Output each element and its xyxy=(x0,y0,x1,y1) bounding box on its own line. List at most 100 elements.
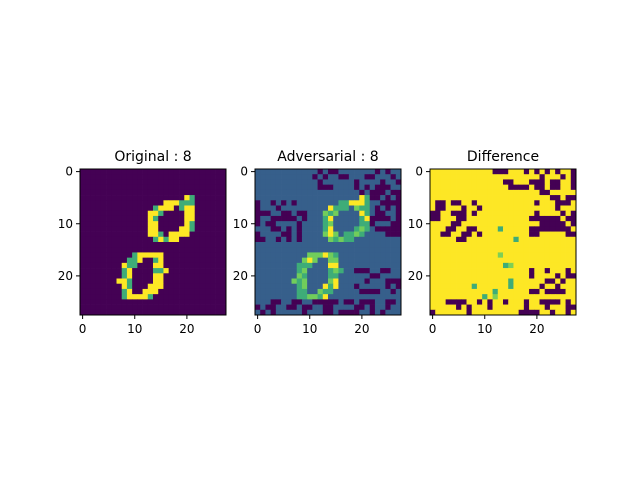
heatmap-cell xyxy=(126,247,133,253)
heatmap-cell xyxy=(461,278,467,285)
heatmap-cell xyxy=(333,257,339,264)
heatmap-cell xyxy=(189,169,196,175)
heatmap-cell xyxy=(168,169,175,175)
heatmap-cell xyxy=(450,268,457,274)
heatmap-cell xyxy=(255,252,261,258)
heatmap-cell xyxy=(281,189,287,196)
heatmap-cell xyxy=(523,288,530,295)
heatmap-cell xyxy=(549,179,556,185)
heatmap-cell xyxy=(317,236,324,243)
heatmap-cell xyxy=(539,252,546,258)
heatmap-cell xyxy=(106,304,112,311)
heatmap-cell xyxy=(539,210,546,217)
heatmap-cell xyxy=(503,200,509,206)
heatmap-cell xyxy=(116,210,123,217)
heatmap-cell xyxy=(430,231,436,238)
heatmap-cell xyxy=(220,288,227,295)
heatmap-cell xyxy=(354,200,360,206)
heatmap-cell xyxy=(121,283,128,290)
heatmap-cell xyxy=(523,174,530,180)
heatmap-cell xyxy=(539,262,546,269)
heatmap-cell xyxy=(90,215,96,222)
heatmap-cell xyxy=(281,242,287,248)
heatmap-cell xyxy=(435,242,441,248)
heatmap-cell xyxy=(466,278,473,285)
heatmap-cell xyxy=(137,205,143,212)
heatmap-cell xyxy=(85,200,91,206)
heatmap-cell xyxy=(281,205,287,212)
heatmap-cell xyxy=(100,236,107,243)
heatmap-cell xyxy=(301,299,308,305)
heatmap-cell xyxy=(482,200,488,206)
heatmap-cell xyxy=(534,174,540,180)
heatmap-cell xyxy=(173,294,180,300)
heatmap-cell xyxy=(126,278,133,285)
heatmap-cell xyxy=(220,169,227,175)
heatmap-cell xyxy=(338,215,344,222)
heatmap-cell xyxy=(163,221,169,227)
heatmap-cell xyxy=(111,236,117,243)
heatmap-cell xyxy=(445,242,452,248)
heatmap-cell xyxy=(348,200,355,206)
heatmap-cell xyxy=(348,278,355,285)
heatmap-cell xyxy=(210,252,216,258)
heatmap-cell xyxy=(132,299,138,305)
heatmap-cell xyxy=(369,299,376,305)
heatmap-cell xyxy=(137,294,143,300)
heatmap-cell xyxy=(270,288,277,295)
heatmap-cell xyxy=(445,299,452,305)
heatmap-cell xyxy=(121,169,128,175)
heatmap-cell xyxy=(503,288,509,295)
heatmap-cell xyxy=(255,294,261,300)
heatmap-cell xyxy=(85,210,91,217)
heatmap-cell xyxy=(116,189,123,196)
heatmap-cell xyxy=(121,247,128,253)
heatmap-cell xyxy=(173,189,180,196)
heatmap-cell xyxy=(147,278,154,285)
heatmap-cell xyxy=(106,221,112,227)
heatmap-cell xyxy=(539,268,546,274)
heatmap-cell xyxy=(333,252,339,258)
heatmap-cell xyxy=(539,242,546,248)
heatmap-cell xyxy=(544,283,551,290)
heatmap-cell xyxy=(142,210,149,217)
heatmap-cell xyxy=(518,309,525,316)
heatmap-cell xyxy=(158,200,164,206)
heatmap-cell xyxy=(137,257,143,264)
heatmap-cell xyxy=(168,210,175,217)
heatmap-cell xyxy=(380,200,386,206)
heatmap-cell xyxy=(286,210,292,217)
heatmap-cell xyxy=(503,179,509,185)
heatmap-cell xyxy=(111,288,117,295)
heatmap-cell xyxy=(445,309,452,316)
heatmap-cell xyxy=(570,283,577,290)
heatmap-cell xyxy=(549,189,556,196)
heatmap-cell xyxy=(199,257,206,264)
heatmap-cell xyxy=(317,252,324,258)
heatmap-cell xyxy=(275,184,282,191)
heatmap-cell xyxy=(549,226,556,232)
heatmap-cell xyxy=(534,205,540,212)
heatmap-cell xyxy=(111,247,117,253)
heatmap-cell xyxy=(132,273,138,279)
heatmap-cell xyxy=(301,215,308,222)
heatmap-cell xyxy=(132,174,138,180)
heatmap-cell xyxy=(523,189,530,196)
heatmap-cell xyxy=(570,179,577,185)
heatmap-cell xyxy=(291,257,298,264)
heatmap-cell xyxy=(173,215,180,222)
heatmap-cell xyxy=(301,195,308,201)
heatmap-cell xyxy=(265,262,271,269)
heatmap-cell xyxy=(95,257,102,264)
heatmap-cell xyxy=(220,299,227,305)
heatmap-cell xyxy=(111,257,117,264)
heatmap-cell xyxy=(189,221,196,227)
heatmap-cell xyxy=(80,262,86,269)
heatmap-cell xyxy=(343,288,350,295)
heatmap-cell xyxy=(265,210,271,217)
heatmap-cell xyxy=(445,257,452,264)
heatmap-cell xyxy=(296,189,303,196)
heatmap-cell xyxy=(106,257,112,264)
heatmap-cell xyxy=(435,195,441,201)
heatmap-cell xyxy=(80,288,86,295)
